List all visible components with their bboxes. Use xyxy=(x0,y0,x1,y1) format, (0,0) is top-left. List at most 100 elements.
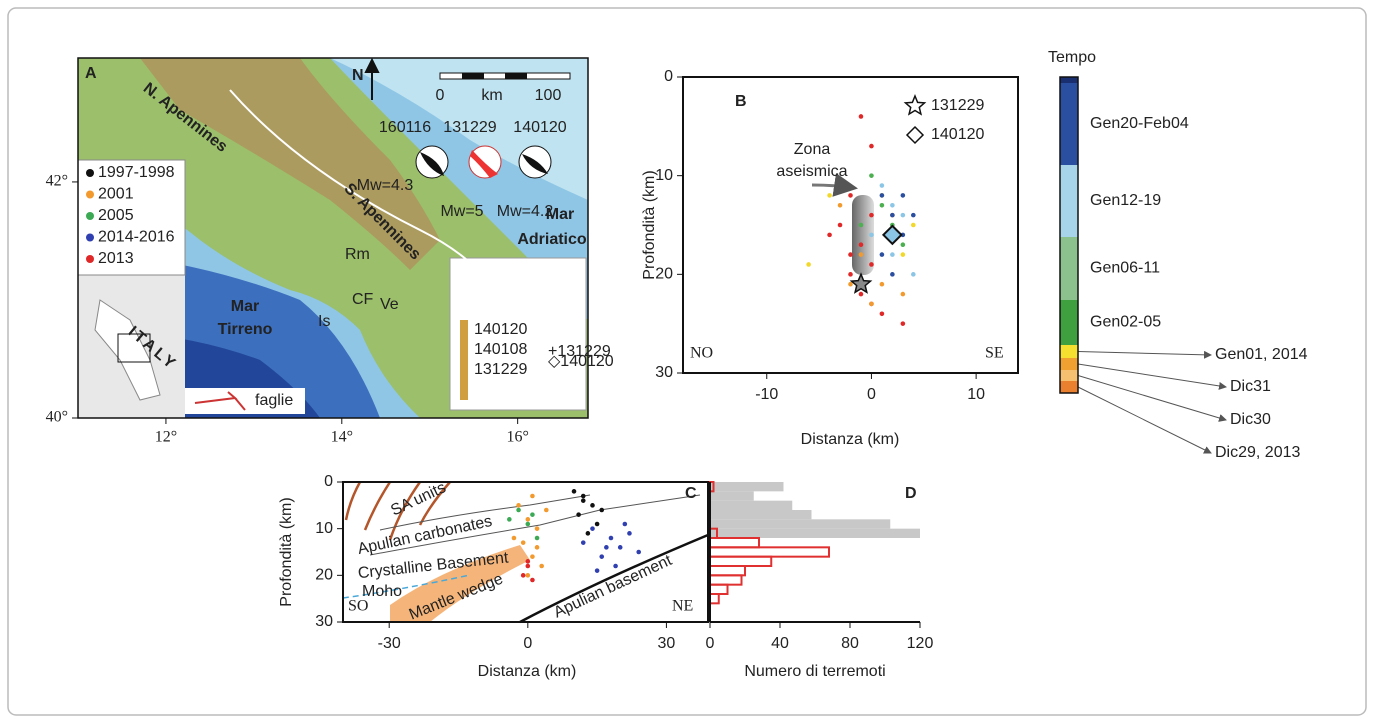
point xyxy=(613,563,618,569)
point xyxy=(530,577,535,583)
legend-marker xyxy=(903,94,927,116)
y-tick-label: 30 xyxy=(315,613,333,630)
point xyxy=(890,212,895,218)
x-axis-label: Distanza (km) xyxy=(801,431,900,448)
y-axis-label: Profondità (km) xyxy=(641,170,658,279)
point xyxy=(590,526,595,531)
point xyxy=(858,291,864,297)
point xyxy=(525,563,531,569)
map xyxy=(77,57,589,419)
place-label: Rm xyxy=(345,246,370,263)
point xyxy=(858,114,864,119)
side-label: NO xyxy=(690,345,713,362)
point xyxy=(837,222,843,228)
point xyxy=(858,222,864,228)
panel-label: C xyxy=(685,485,697,502)
point xyxy=(530,512,535,517)
point xyxy=(622,521,628,527)
point xyxy=(543,507,549,513)
point xyxy=(900,291,906,297)
colorbar-segment xyxy=(1060,237,1078,300)
colorbar-label: Gen20-Feb04 xyxy=(1090,115,1189,132)
point xyxy=(520,540,526,545)
side-label: NE xyxy=(672,598,693,615)
point xyxy=(869,143,874,149)
point xyxy=(911,272,916,277)
colorbar-cap xyxy=(1060,77,1078,83)
legend-label: 140120 xyxy=(931,126,984,143)
point xyxy=(837,202,843,208)
point xyxy=(900,232,906,238)
point xyxy=(534,545,540,550)
point xyxy=(580,498,586,503)
point xyxy=(869,173,874,178)
panel-label: B xyxy=(735,93,747,110)
point xyxy=(516,503,521,508)
x-tick-label: -30 xyxy=(378,635,401,652)
region-label: Tirreno xyxy=(218,321,273,338)
colorbar-label: Gen01, 2014 xyxy=(1215,346,1308,363)
x-tick-label: -10 xyxy=(755,386,778,403)
scale-label: 0 xyxy=(436,87,445,104)
event-magnitude: Mw=5 xyxy=(440,203,483,220)
point xyxy=(525,573,531,578)
point xyxy=(617,545,623,550)
histogram-bar xyxy=(710,510,812,520)
legend-label: 2005 xyxy=(98,207,134,224)
side-label: SO xyxy=(348,598,368,615)
point xyxy=(806,262,811,267)
legend-marker xyxy=(86,169,94,177)
point xyxy=(576,512,581,517)
point xyxy=(869,262,874,267)
point xyxy=(879,193,885,198)
colorbar-pointer xyxy=(1077,350,1212,359)
colorbar-label: Dic29, 2013 xyxy=(1215,444,1300,461)
panel-label: A xyxy=(85,65,97,82)
point xyxy=(869,232,874,238)
north-label: N xyxy=(352,67,364,84)
x-tick-label: 0 xyxy=(523,635,532,652)
histogram-bar xyxy=(710,482,784,492)
legend-marker xyxy=(86,233,94,242)
inset-colorbar xyxy=(460,320,468,400)
y-tick-label: 0 xyxy=(324,473,333,490)
colorbar-label: Dic31 xyxy=(1230,378,1271,395)
place-label: CF xyxy=(352,291,374,308)
colorbar-label: Gen06-11 xyxy=(1090,260,1160,277)
y-tick-label: 20 xyxy=(655,266,673,283)
point xyxy=(608,535,614,541)
map-y-tick-label: 40° xyxy=(46,409,68,426)
point xyxy=(530,554,535,559)
map-x-tick-label: 16° xyxy=(506,429,528,446)
colorbar-pointer xyxy=(1077,386,1212,454)
y-tick-label: 0 xyxy=(664,68,673,85)
point xyxy=(580,540,586,545)
scale-label: km xyxy=(481,87,502,104)
map-y-tick-label: 42° xyxy=(46,173,68,190)
panel-label: D xyxy=(905,485,917,502)
x-tick-label: 10 xyxy=(967,386,985,403)
legend-label: 2013 xyxy=(98,250,134,267)
x-tick-label: 0 xyxy=(867,386,876,403)
colorbar-pointer xyxy=(1077,375,1227,422)
x-tick-label: 0 xyxy=(706,635,715,652)
place-label: Is xyxy=(318,313,330,330)
point xyxy=(590,503,595,508)
point xyxy=(858,252,864,257)
point xyxy=(525,521,531,527)
point xyxy=(571,489,577,494)
legend-marker xyxy=(86,190,94,199)
event-magnitude: Mw=4.2 xyxy=(497,203,554,220)
point xyxy=(879,252,885,257)
inset-label: ◇140120 xyxy=(548,353,614,370)
point xyxy=(869,301,874,307)
event-id: 160116 xyxy=(379,119,431,136)
point xyxy=(911,212,916,218)
x-axis-label: Numero di terremoti xyxy=(744,663,885,680)
point xyxy=(848,281,853,287)
legend-label: 131229 xyxy=(931,97,984,114)
legend-marker xyxy=(86,255,94,263)
region-label: Mar xyxy=(546,206,574,223)
event-id: 131229 xyxy=(443,119,496,136)
point xyxy=(530,493,535,499)
